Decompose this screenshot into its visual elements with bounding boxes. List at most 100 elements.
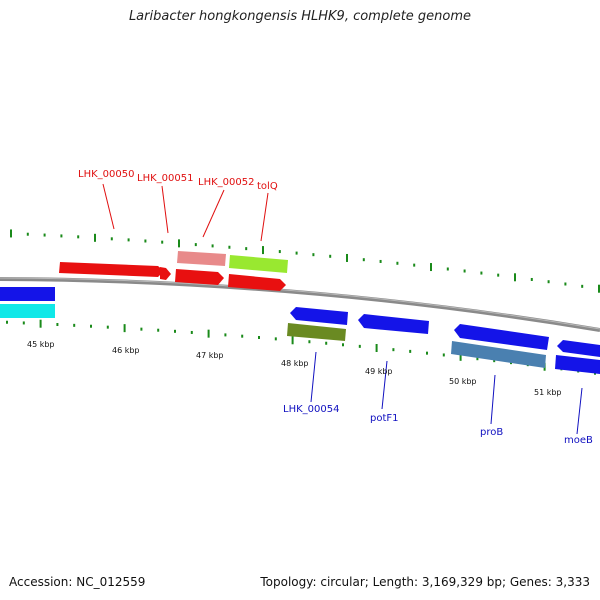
scale-label: 50 kbp — [449, 377, 477, 386]
gene-lhk-00050[interactable] — [59, 262, 164, 277]
scale-tick — [90, 324, 92, 328]
gene-lhk-00052[interactable] — [177, 251, 226, 266]
scale-tick — [480, 271, 483, 275]
scale-tick — [262, 246, 264, 255]
scale-tick — [123, 324, 126, 333]
scale-tick — [514, 273, 516, 282]
scale-tick — [194, 243, 197, 247]
scale-tick — [140, 327, 143, 331]
scale-tick — [375, 343, 378, 352]
gene-lhk-00052b[interactable] — [228, 274, 286, 291]
gene-label[interactable]: LHK_00051 — [137, 173, 193, 184]
scale-tick — [190, 330, 193, 334]
gene-lhk-00050b[interactable] — [160, 267, 171, 280]
scale-tick — [358, 344, 361, 348]
scale-tick — [258, 335, 260, 339]
scale-tick — [325, 341, 328, 345]
scale-tick — [94, 233, 96, 242]
scale-tick — [178, 239, 180, 248]
gene-label[interactable]: potF1 — [370, 413, 399, 424]
genome-title: Laribacter hongkongensis HLHK9, complete… — [128, 9, 472, 24]
scale-tick — [278, 250, 281, 254]
scale-tick — [22, 321, 25, 325]
scale-tick — [308, 340, 311, 344]
scale-tick — [530, 277, 533, 281]
scale-tick — [77, 235, 80, 239]
leader-lhk-00050 — [102, 183, 115, 230]
scale-tick — [207, 329, 210, 338]
scale-tick — [295, 251, 298, 255]
scale-tick — [6, 320, 8, 324]
accession-text: Accession: NC_012559 — [9, 575, 146, 589]
leader-prob — [490, 374, 496, 425]
scale-tick — [396, 261, 399, 265]
genome-summary-text: Topology: circular; Length: 3,169,329 bp… — [260, 575, 590, 589]
leader-lhk-00052 — [202, 189, 225, 238]
gene-partial-cyan[interactable] — [0, 304, 55, 318]
scale-tick — [312, 253, 315, 257]
scale-tick — [241, 334, 244, 338]
scale-tick — [442, 353, 445, 357]
scale-tick — [379, 259, 382, 263]
scale-tick — [56, 323, 59, 327]
scale-tick — [547, 280, 550, 284]
scale-tick — [413, 263, 416, 267]
scale-tick — [144, 239, 147, 243]
gene-blue-4[interactable] — [557, 340, 600, 357]
leader-lhk-00051 — [161, 185, 169, 234]
scale-tick — [564, 282, 567, 286]
gene-label[interactable]: moeB — [564, 435, 593, 446]
gene-prob[interactable] — [451, 341, 546, 368]
scale-label: 47 kbp — [196, 351, 224, 360]
scale-tick — [274, 337, 277, 341]
scale-tick — [161, 240, 164, 244]
scale-tick — [426, 351, 428, 355]
scale-tick — [43, 233, 46, 237]
scale-tick — [73, 323, 76, 327]
gene-partial-blue[interactable] — [0, 287, 55, 301]
scale-tick — [362, 258, 365, 262]
genome-backbone-highlight — [0, 277, 600, 330]
scale-tick — [127, 238, 130, 242]
scale-tick — [430, 263, 432, 272]
scale-tick — [329, 254, 332, 258]
leader-lhk-00054 — [310, 351, 317, 403]
gene-label[interactable]: LHK_00050 — [78, 169, 134, 180]
gene-label[interactable]: LHK_00052 — [198, 177, 254, 188]
scale-tick — [581, 284, 584, 288]
scale-label: 46 kbp — [112, 346, 140, 355]
scale-tick — [60, 234, 63, 238]
scale-tick — [228, 245, 231, 249]
leader-moeb — [576, 387, 583, 435]
gene-lhk-00051[interactable] — [175, 269, 224, 285]
scale-tick — [342, 343, 344, 347]
gene-lhk-00054[interactable] — [287, 323, 346, 341]
scale-tick — [497, 273, 500, 277]
scale-label: 51 kbp — [534, 388, 562, 397]
scale-tick — [110, 237, 113, 241]
gene-label[interactable]: tolQ — [257, 181, 278, 192]
scale-label: 49 kbp — [365, 367, 393, 376]
scale-tick — [476, 357, 479, 361]
gene-potf1[interactable] — [358, 314, 429, 334]
scale-tick — [346, 253, 348, 262]
gene-blue-1[interactable] — [290, 307, 348, 325]
gene-label[interactable]: proB — [480, 427, 503, 438]
scale-tick — [409, 349, 412, 353]
scale-tick — [245, 247, 248, 251]
gene-tolq[interactable] — [229, 255, 288, 273]
scale-tick — [10, 229, 12, 238]
scale-tick — [26, 232, 29, 236]
scale-label: 45 kbp — [27, 340, 55, 349]
scale-tick — [224, 333, 227, 337]
leader-tolq — [260, 192, 269, 242]
scale-tick — [493, 359, 496, 363]
gene-label[interactable]: LHK_00054 — [283, 404, 339, 415]
gene-blue-3[interactable] — [454, 324, 549, 350]
scale-label: 48 kbp — [281, 359, 309, 368]
scale-tick — [463, 269, 466, 273]
gene-moeb[interactable] — [555, 355, 600, 374]
scale-tick — [392, 348, 395, 352]
